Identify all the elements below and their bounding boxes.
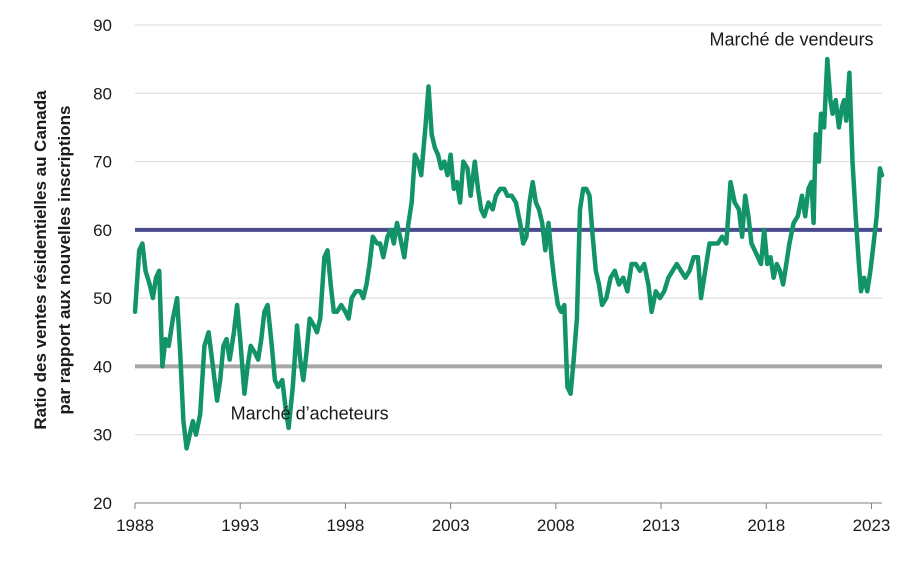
series-line-1 [132,56,885,451]
y-tick-label: 40 [93,357,112,376]
y-tick-label: 20 [93,494,112,513]
y-axis-label-line-2: par rapport aux nouvelles inscriptions [55,106,74,415]
reference-lines [135,227,882,369]
x-tick-label: 2003 [432,516,470,535]
annotation-label: Marché d’acheteurs [231,404,389,424]
y-tick-label: 90 [93,16,112,35]
x-tick-label: 1998 [327,516,365,535]
x-tick-label: 2013 [642,516,680,535]
y-tick-label: 60 [93,221,112,240]
x-tick-label: 2008 [537,516,575,535]
annotation-label: Marché de vendeurs [709,29,873,49]
y-axis-label-line-1: Ratio des ventes résidentielles au Canad… [31,90,50,430]
x-tick-label: 2018 [747,516,785,535]
x-tick-label: 2023 [853,516,891,535]
y-tick-label: 70 [93,153,112,172]
y-axis-ticks: 20 30 40 50 60 70 80 90 [93,16,112,513]
y-tick-label: 50 [93,289,112,308]
x-axis-ticks: 1988 1993 1998 2003 2008 2013 2018 2023 [116,503,890,535]
annotations: Marché de vendeurs Marché d’acheteurs [231,29,874,423]
x-tick-label: 1993 [221,516,259,535]
x-tick-label: 1988 [116,516,154,535]
series-lines [132,56,885,451]
y-tick-label: 30 [93,426,112,445]
y-tick-label: 80 [93,84,112,103]
